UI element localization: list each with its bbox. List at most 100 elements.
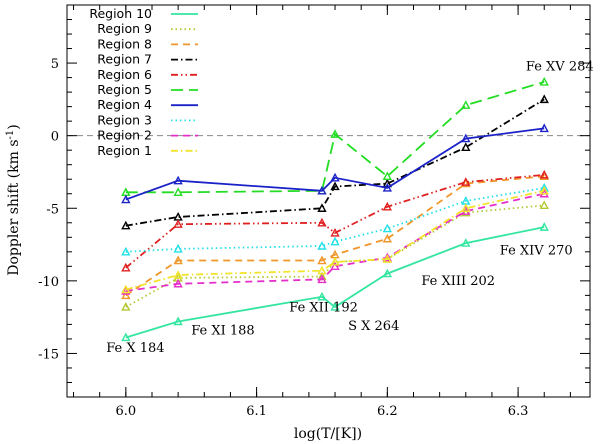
line-annotation: Fe X 184	[106, 341, 164, 356]
region-3-point	[121, 246, 131, 256]
line-annotation: S X 264	[348, 319, 399, 334]
x-tick-label: 6.3	[508, 404, 529, 419]
region-6-point	[121, 262, 131, 272]
series-region-3	[121, 182, 549, 256]
region-6-point	[382, 201, 393, 211]
x-tick-label: 6.0	[115, 404, 136, 419]
line-annotation: Fe XI 188	[191, 324, 254, 339]
region-6-point	[330, 227, 340, 237]
series-region-9	[121, 200, 549, 311]
region-6-point	[173, 219, 183, 228]
region-1-point	[121, 284, 131, 294]
region-10-point	[330, 302, 340, 311]
region-5-point	[382, 171, 393, 181]
legend-label-region-8: Region 8	[97, 36, 152, 51]
region-5-point	[173, 187, 183, 196]
region-3-line	[125, 187, 545, 253]
y-tick-label: -10	[38, 275, 59, 290]
region-5-line	[125, 81, 545, 194]
region-9-point	[539, 200, 549, 210]
line-annotation: Fe XV 284	[526, 59, 594, 74]
region-10-point	[173, 316, 183, 326]
series-region-7	[121, 94, 549, 230]
region-8-point	[317, 255, 327, 265]
y-tick-label: -5	[46, 202, 59, 217]
region-8-point	[173, 255, 183, 265]
region-5-point	[330, 129, 340, 138]
region-10-point	[461, 238, 471, 247]
y-axis-label-close: )	[6, 124, 22, 129]
plot-frame	[66, 4, 591, 398]
region-10-point	[382, 268, 393, 278]
region-4-point	[173, 175, 183, 185]
region-7-point	[317, 203, 327, 212]
y-tick-label: 0	[51, 130, 59, 145]
series-region-1	[121, 185, 549, 294]
region-7-point	[461, 142, 471, 151]
legend-label-region-9: Region 9	[97, 21, 152, 36]
region-10-point	[121, 332, 131, 342]
region-1-point	[461, 203, 471, 212]
region-2-point	[317, 274, 327, 284]
region-4-line	[125, 127, 545, 201]
region-5-point	[461, 100, 471, 109]
region-7-point	[382, 178, 393, 188]
series-region-6	[121, 169, 549, 272]
region-8-point	[121, 290, 131, 300]
series-region-10	[121, 222, 549, 342]
region-8-line	[125, 175, 545, 297]
legend-label-region-5: Region 5	[97, 82, 152, 97]
region-10-line	[125, 226, 545, 339]
region-7-point	[330, 181, 340, 191]
region-1-point	[382, 254, 393, 263]
y-tick-label: 5	[51, 57, 59, 72]
legend-label-region-4: Region 4	[97, 97, 152, 112]
region-7-point	[121, 220, 131, 230]
region-3-point	[317, 241, 327, 250]
y-axis-label-main: Doppler shift (km s	[6, 139, 22, 275]
legend-label-region-3: Region 3	[97, 112, 152, 127]
region-7-line	[125, 98, 545, 227]
legend-label-region-10: Region 10	[89, 6, 152, 21]
region-4-point	[317, 185, 327, 195]
series-region-4	[121, 123, 549, 204]
region-4-point	[539, 123, 549, 133]
line-annotation: Fe XIV 270	[500, 244, 573, 259]
line-annotation: Fe XII 192	[289, 300, 358, 315]
y-axis-label: Doppler shift (km s-1)	[5, 124, 22, 276]
y-tick-label: -15	[38, 347, 59, 362]
region-1-point	[539, 185, 549, 195]
region-3-point	[382, 223, 393, 233]
region-4-point	[461, 133, 471, 143]
region-4-point	[382, 182, 393, 192]
region-3-point	[173, 243, 183, 253]
line-annotation: Fe XIII 202	[421, 274, 495, 289]
legend-label-region-1: Region 1	[97, 143, 152, 158]
region-1-point	[317, 265, 327, 275]
region-2-point	[173, 278, 183, 288]
region-4-point	[121, 194, 131, 204]
region-4-point	[330, 172, 340, 182]
region-3-point	[330, 236, 340, 246]
x-tick-label: 6.2	[377, 404, 398, 419]
region-10-point	[317, 291, 327, 301]
region-10-point	[539, 222, 549, 231]
region-2-line	[125, 192, 545, 292]
x-axis-label: log(T/[K])	[294, 426, 362, 442]
region-9-point	[121, 302, 131, 311]
legend-label-region-6: Region 6	[97, 67, 152, 82]
region-6-line	[125, 174, 545, 269]
region-6-point	[539, 169, 549, 179]
region-6-point	[461, 177, 471, 186]
region-5-point	[539, 76, 549, 86]
region-6-point	[317, 217, 327, 227]
legend-label-region-2: Region 2	[97, 128, 152, 143]
x-tick-label: 6.1	[246, 404, 267, 419]
region-1-point	[330, 257, 340, 266]
region-1-line	[125, 189, 545, 291]
region-1-point	[173, 270, 183, 279]
region-7-point	[539, 94, 549, 104]
region-8-point	[382, 233, 393, 243]
